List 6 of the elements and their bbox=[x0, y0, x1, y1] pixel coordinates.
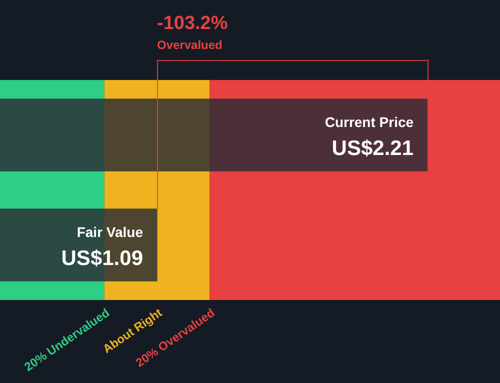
data-label: US$1.09 bbox=[61, 247, 144, 270]
data-label: US$2.21 bbox=[332, 137, 414, 160]
text: Overvalued bbox=[157, 38, 222, 52]
y-tick-label: Fair Value bbox=[76, 224, 144, 240]
text: -103.2% bbox=[157, 13, 228, 34]
y-tick-label: Current Price bbox=[324, 114, 414, 130]
